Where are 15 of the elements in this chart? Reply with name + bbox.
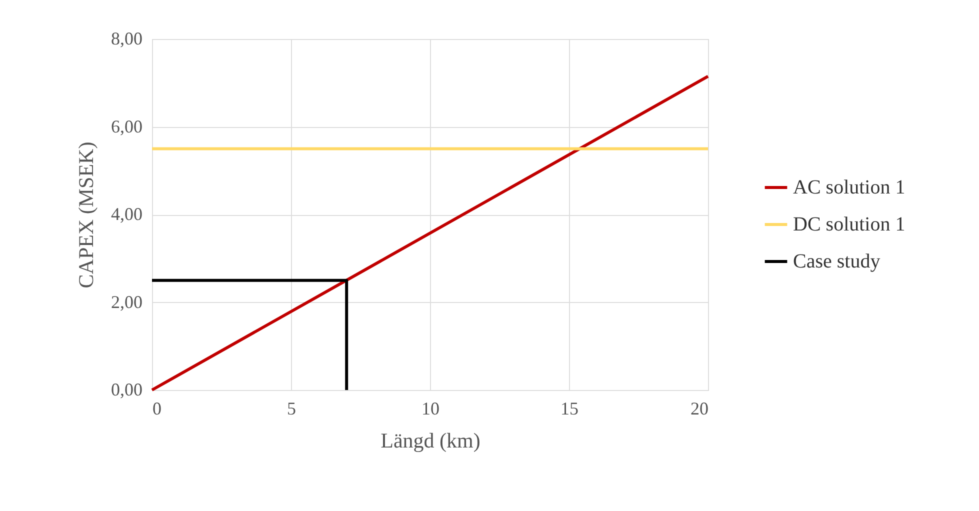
y-tick-label: 6,00: [111, 116, 142, 136]
legend-label: DC solution 1: [793, 214, 906, 236]
x-tick-label: 20: [690, 398, 708, 418]
y-axis-title: CAPEX (MSEK): [74, 142, 98, 288]
legend-label: AC solution 1: [793, 176, 906, 198]
x-tick-label: 5: [287, 398, 296, 418]
y-tick-label: 8,00: [111, 28, 142, 48]
x-tick-label: 0: [152, 398, 162, 418]
y-tick-label: 4,00: [111, 204, 142, 224]
x-tick-label: 10: [422, 398, 440, 418]
y-tick-label: 0,00: [111, 380, 142, 400]
x-axis-title: Längd (km): [380, 428, 480, 452]
y-tick-label: 2,00: [111, 292, 142, 312]
legend-label: Case study: [793, 250, 880, 272]
x-tick-label: 15: [560, 398, 578, 418]
